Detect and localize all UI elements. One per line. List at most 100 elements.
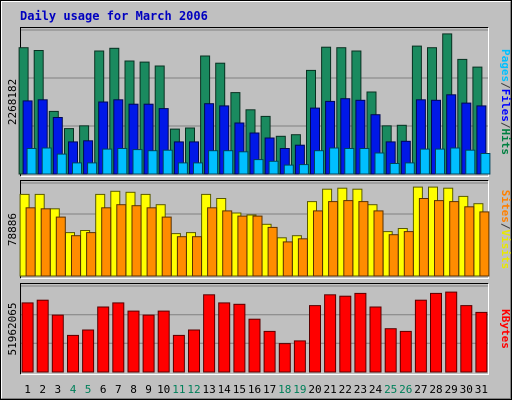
bar-pages-day-31 bbox=[480, 153, 491, 175]
bar-kbytes-day-7 bbox=[112, 302, 125, 373]
bar-pages-day-10 bbox=[162, 149, 173, 175]
bar-sites-day-4 bbox=[71, 235, 81, 277]
legend-item-sites: Sites bbox=[499, 190, 512, 223]
bar-sites-day-6 bbox=[101, 207, 112, 277]
bar-kbytes-day-6 bbox=[97, 306, 110, 373]
day-label-13: 13 bbox=[202, 383, 215, 396]
day-label-12: 12 bbox=[187, 383, 200, 396]
day-label-15: 15 bbox=[233, 383, 246, 396]
bar-pages-day-27 bbox=[419, 148, 430, 175]
bar-pages-day-17 bbox=[268, 160, 279, 175]
bar-kbytes-day-14 bbox=[218, 302, 231, 373]
legend-item-: / bbox=[499, 82, 512, 89]
bar-sites-day-8 bbox=[131, 205, 142, 277]
day-label-21: 21 bbox=[323, 383, 336, 396]
bar-sites-day-23 bbox=[358, 201, 369, 277]
day-label-31: 31 bbox=[475, 383, 488, 396]
bar-sites-day-29 bbox=[449, 201, 460, 277]
bar-kbytes-day-28 bbox=[430, 292, 442, 373]
series-pages bbox=[26, 147, 491, 175]
bar-pages-day-30 bbox=[465, 149, 476, 175]
chart-title: Daily usage for March 2006 bbox=[20, 9, 208, 23]
legend-middle: Sites/Visits bbox=[499, 190, 512, 270]
day-label-3: 3 bbox=[54, 383, 61, 396]
bar-pages-day-25 bbox=[389, 163, 400, 175]
bar-pages-day-6 bbox=[102, 148, 113, 175]
bar-sites-day-11 bbox=[176, 236, 187, 277]
bar-sites-day-18 bbox=[282, 241, 293, 277]
bar-pages-day-23 bbox=[359, 148, 370, 175]
bar-sites-day-3 bbox=[55, 216, 66, 277]
plot-border-dark-bottom bbox=[20, 283, 489, 375]
bar-kbytes-day-4 bbox=[67, 334, 79, 373]
bar-pages-day-4 bbox=[72, 162, 82, 175]
bar-kbytes-day-13 bbox=[203, 294, 216, 373]
legend-item-files: Files bbox=[499, 89, 512, 122]
bar-kbytes-day-16 bbox=[248, 318, 261, 373]
x-axis-day-labels: 1 2 3 4 5 6 7 8 9 10 11 12 13 14 15 16 17 18 19 20 21 22 23 24 2… bbox=[24, 383, 488, 396]
bar-sites-day-14 bbox=[222, 210, 233, 277]
outer-highlight bbox=[1, 1, 511, 399]
bar-kbytes-day-2 bbox=[36, 299, 49, 373]
bar-sites-day-26 bbox=[403, 231, 414, 277]
bar-pages-day-29 bbox=[450, 147, 461, 175]
bar-pages-day-14 bbox=[223, 150, 234, 175]
bar-kbytes-day-18 bbox=[278, 343, 291, 373]
bar-sites-day-19 bbox=[297, 238, 308, 277]
bar-sites-day-13 bbox=[207, 207, 218, 277]
day-label-9: 9 bbox=[145, 383, 152, 396]
day-label-11: 11 bbox=[172, 383, 185, 396]
day-label-10: 10 bbox=[157, 383, 170, 396]
bar-pages-day-5 bbox=[87, 162, 98, 175]
bar-sites-day-17 bbox=[267, 226, 278, 277]
legend-item-: / bbox=[499, 122, 512, 129]
bar-kbytes-day-15 bbox=[233, 303, 246, 373]
bar-pages-day-8 bbox=[132, 149, 143, 175]
legend-item-hits: Hits bbox=[499, 129, 512, 156]
bar-sites-day-28 bbox=[434, 200, 444, 277]
bar-sites-day-20 bbox=[313, 210, 323, 277]
bar-sites-day-21 bbox=[328, 201, 339, 277]
day-label-14: 14 bbox=[218, 383, 232, 396]
bar-kbytes-day-25 bbox=[384, 328, 397, 373]
day-label-18: 18 bbox=[278, 383, 291, 396]
bar-pages-day-19 bbox=[298, 164, 309, 175]
bar-kbytes-day-23 bbox=[354, 292, 367, 373]
y-tick-label-bottom: 51962065 bbox=[6, 303, 19, 356]
bar-pages-day-9 bbox=[147, 150, 158, 175]
bar-sites-day-9 bbox=[146, 207, 157, 277]
bar-kbytes-day-17 bbox=[263, 330, 276, 373]
bar-sites-day-22 bbox=[343, 200, 354, 277]
y-tick-label-middle: 78886 bbox=[6, 213, 19, 246]
bar-sites-day-2 bbox=[40, 208, 51, 277]
outer-shadow bbox=[1, 1, 511, 399]
bar-kbytes-day-22 bbox=[339, 295, 352, 373]
day-label-25: 25 bbox=[384, 383, 397, 396]
day-label-26: 26 bbox=[399, 383, 412, 396]
bar-pages-day-18 bbox=[283, 164, 294, 175]
bar-pages-day-24 bbox=[374, 152, 385, 175]
day-label-2: 2 bbox=[39, 383, 46, 396]
day-label-6: 6 bbox=[100, 383, 107, 396]
day-label-27: 27 bbox=[414, 383, 427, 396]
day-label-22: 22 bbox=[339, 383, 352, 396]
bar-sites-day-7 bbox=[116, 204, 127, 277]
bar-pages-day-13 bbox=[208, 150, 219, 175]
day-label-30: 30 bbox=[460, 383, 473, 396]
bar-kbytes-day-26 bbox=[399, 330, 412, 373]
bar-sites-day-27 bbox=[418, 198, 429, 277]
bar-kbytes-day-10 bbox=[157, 310, 170, 373]
day-label-28: 28 bbox=[429, 383, 442, 396]
legend-bottom: KBytes bbox=[499, 309, 512, 349]
plot-border-light-bottom bbox=[20, 283, 489, 375]
bar-pages-day-11 bbox=[177, 162, 188, 175]
bar-sites-day-16 bbox=[252, 215, 263, 277]
bar-pages-day-2 bbox=[41, 147, 52, 175]
bar-pages-day-15 bbox=[238, 151, 249, 175]
legend-item-visits: Visits bbox=[499, 230, 512, 270]
bar-kbytes-day-20 bbox=[309, 305, 321, 373]
day-label-4: 4 bbox=[70, 383, 77, 396]
bar-pages-day-22 bbox=[344, 148, 355, 175]
bar-sites-day-5 bbox=[86, 232, 97, 277]
